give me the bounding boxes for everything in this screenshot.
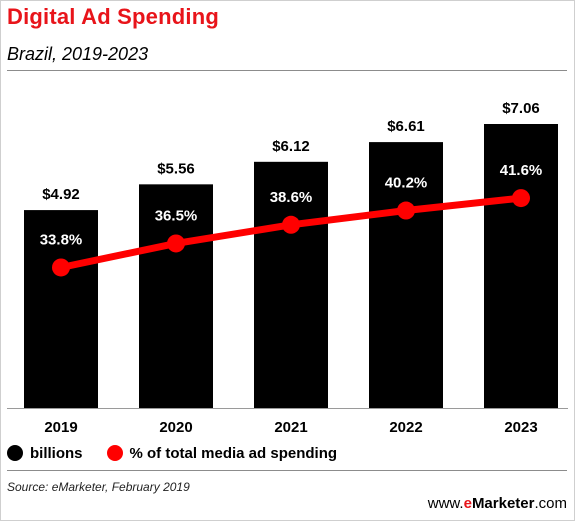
share-point-2019 bbox=[52, 258, 70, 277]
header-divider bbox=[7, 70, 567, 71]
x-tick-label-2023: 2023 bbox=[504, 419, 537, 436]
source-note: Source: eMarketer, February 2019 bbox=[7, 480, 190, 494]
brand-suffix: .com bbox=[534, 495, 567, 512]
bar-value-label-2022: $6.61 bbox=[387, 118, 425, 135]
footer-divider bbox=[7, 470, 567, 471]
bar-value-label-2020: $5.56 bbox=[157, 160, 195, 177]
bar-2023 bbox=[484, 124, 558, 408]
brand-prefix: www. bbox=[427, 495, 464, 512]
share-value-label-2020: 36.5% bbox=[155, 207, 198, 224]
legend-swatch-billions bbox=[7, 445, 23, 461]
brand-e-letter: e bbox=[463, 495, 472, 512]
legend-label-billions: billions bbox=[30, 444, 83, 462]
bar-2020 bbox=[139, 184, 213, 408]
brand-link[interactable]: www.eMarketer.com bbox=[428, 495, 567, 512]
share-value-label-2023: 41.6% bbox=[500, 162, 543, 179]
share-point-2020 bbox=[167, 234, 185, 253]
labels-layer: $4.92 2019 $5.56 2020 $6.12 2021 $6.61 2022 $7.0… bbox=[40, 100, 543, 436]
share-point-2021 bbox=[282, 215, 300, 234]
x-tick-label-2022: 2022 bbox=[389, 419, 422, 436]
legend-swatch-share bbox=[106, 445, 123, 461]
chart-subtitle: Brazil, 2019-2023 bbox=[7, 44, 149, 64]
share-value-label-2022: 40.2% bbox=[385, 175, 428, 192]
share-value-label-2021: 38.6% bbox=[270, 189, 313, 206]
bar-value-label-2021: $6.12 bbox=[272, 138, 310, 155]
bar-2021 bbox=[254, 161, 328, 408]
legend-item-share: % of total media ad spending bbox=[106, 444, 338, 462]
bar-value-label-2019: $4.92 bbox=[42, 186, 80, 203]
chart-legend: billions % of total media ad spending bbox=[7, 442, 337, 464]
bar-2022 bbox=[369, 142, 443, 408]
x-tick-label-2019: 2019 bbox=[44, 419, 77, 436]
x-tick-label-2021: 2021 bbox=[274, 419, 307, 436]
legend-label-share: % of total media ad spending bbox=[129, 444, 338, 462]
share-point-2022 bbox=[397, 201, 415, 220]
x-tick-label-2020: 2020 bbox=[159, 419, 192, 436]
brand-name: Marketer bbox=[471, 495, 535, 512]
chart-title: Digital Ad Spending bbox=[7, 4, 219, 29]
bars-layer bbox=[24, 124, 558, 408]
share-value-label-2019: 33.8% bbox=[40, 231, 83, 248]
bar-value-label-2023: $7.06 bbox=[502, 100, 540, 117]
line-layer bbox=[52, 189, 530, 277]
legend-item-billions: billions bbox=[7, 445, 83, 462]
bar-2019 bbox=[24, 210, 98, 408]
share-point-2023 bbox=[512, 189, 530, 208]
